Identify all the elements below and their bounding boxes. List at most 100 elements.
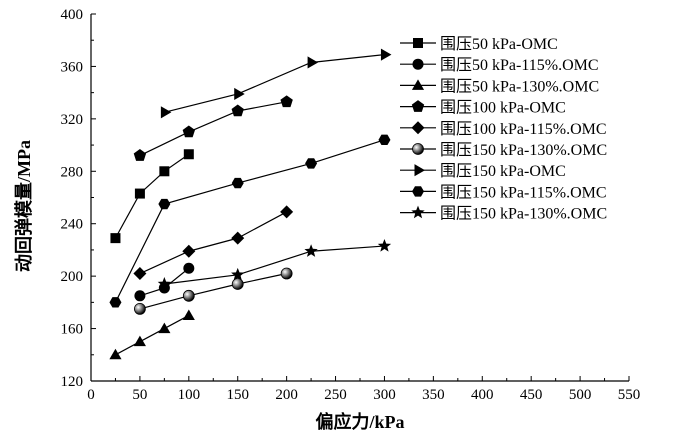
legend-label: 围压50 kPa-115%.OMC <box>440 56 599 74</box>
legend-entry: 围压150 kPa-130%.OMC <box>400 205 607 223</box>
data-point <box>380 48 392 61</box>
legend-marker <box>411 100 425 112</box>
data-point <box>158 322 171 334</box>
chart-legend: 围压50 kPa-OMC 围压50 kPa-115%.OMC 围压50 kPa-13… <box>400 35 607 223</box>
data-point <box>231 104 244 117</box>
data-point <box>280 205 294 219</box>
x-tick-label: 150 <box>226 387 249 403</box>
data-point <box>231 267 245 281</box>
legend-entry: 围压100 kPa-115%.OMC <box>400 120 607 138</box>
data-point <box>160 106 172 119</box>
data-point <box>110 233 121 244</box>
series-line <box>114 139 385 303</box>
series-6 <box>134 267 293 315</box>
data-point <box>182 125 195 138</box>
data-point <box>158 198 171 210</box>
series-7 <box>160 48 392 119</box>
data-point <box>109 297 122 308</box>
legend-marker <box>411 121 425 135</box>
x-tick-label: 500 <box>569 387 592 403</box>
data-point <box>133 335 146 347</box>
x-tick-label: 200 <box>275 387 298 403</box>
data-point <box>280 95 293 108</box>
legend-entry: 围压150 kPa-115%.OMC <box>400 183 607 201</box>
legend-label: 围压50 kPa-130%.OMC <box>440 77 599 95</box>
data-point <box>159 166 170 177</box>
data-point <box>182 289 195 302</box>
legend-marker <box>414 164 425 177</box>
series-line <box>139 211 287 275</box>
data-point <box>234 87 245 101</box>
x-tick-label: 50 <box>132 387 147 403</box>
series-line <box>164 245 385 285</box>
legend-label: 围压50 kPa-OMC <box>440 35 558 53</box>
series-line <box>115 314 190 356</box>
x-tick-label: 400 <box>471 387 494 403</box>
series-9 <box>157 239 392 290</box>
series-1 <box>110 149 194 244</box>
x-axis-label: 偏应力/kPa <box>315 411 404 432</box>
legend-entry: 围压50 kPa-OMC <box>400 35 558 53</box>
legend-entry: 围压50 kPa-115%.OMC <box>400 56 599 74</box>
y-tick-label: 400 <box>61 7 84 23</box>
legend-marker <box>412 143 424 155</box>
legend-marker <box>413 38 423 48</box>
x-tick-label: 0 <box>87 387 95 403</box>
data-point <box>183 149 194 160</box>
data-point <box>305 158 318 169</box>
x-tick-label: 300 <box>373 387 396 403</box>
y-tick-label: 160 <box>61 322 84 338</box>
x-tick-label: 550 <box>618 387 641 403</box>
legend-marker <box>412 58 424 70</box>
data-point <box>377 239 392 252</box>
y-tick-label: 360 <box>61 59 84 75</box>
data-point <box>182 309 195 320</box>
y-tick-label: 200 <box>61 269 84 285</box>
legend-label: 围压150 kPa-115%.OMC <box>440 183 607 201</box>
y-axis-label: 动回弹模量/MPa <box>13 140 34 272</box>
legend-label: 围压150 kPa-OMC <box>440 162 566 180</box>
legend-entry: 围压150 kPa-130%.OMC <box>400 141 607 159</box>
chart-axes: 120 160 200 240 280 320 360 400 0 50 100 150 200 250 3… <box>61 7 641 403</box>
y-tick-label: 120 <box>61 374 84 390</box>
legend-label: 围压100 kPa-115%.OMC <box>440 120 607 138</box>
legend-entry: 围压100 kPa-OMC <box>400 99 566 117</box>
series-line <box>139 272 287 310</box>
data-point <box>133 267 147 281</box>
data-point <box>134 290 146 302</box>
data-point <box>157 277 172 290</box>
data-point <box>231 278 244 290</box>
series-line <box>164 54 385 113</box>
x-tick-label: 450 <box>520 387 543 403</box>
legend-entry: 围压150 kPa-OMC <box>400 162 566 180</box>
series-5 <box>133 205 294 281</box>
x-tick-label: 100 <box>178 387 201 403</box>
data-point <box>134 303 146 315</box>
legend-entry: 围压50 kPa-130%.OMC <box>400 77 599 95</box>
series-8 <box>109 134 391 308</box>
series-4 <box>133 95 293 161</box>
legend-marker <box>412 186 424 197</box>
data-point <box>231 231 245 245</box>
chart-series-layer <box>109 48 392 360</box>
y-tick-label: 240 <box>61 217 84 233</box>
data-point <box>183 262 195 274</box>
data-point <box>231 177 244 189</box>
y-tick-label: 320 <box>61 112 84 128</box>
x-tick-label: 350 <box>422 387 445 403</box>
data-point <box>133 149 147 161</box>
series-line <box>114 153 190 239</box>
data-point <box>134 188 145 199</box>
data-point <box>307 56 319 69</box>
legend-label: 围压100 kPa-OMC <box>440 99 566 117</box>
series-line <box>139 101 287 157</box>
legend-marker <box>411 79 425 90</box>
data-point <box>109 348 122 360</box>
x-tick-label: 250 <box>324 387 347 403</box>
series-3 <box>109 309 195 360</box>
data-point <box>182 244 196 258</box>
legend-marker <box>411 205 425 219</box>
legend-label: 围压150 kPa-130%.OMC <box>440 205 607 223</box>
data-point <box>378 134 391 146</box>
